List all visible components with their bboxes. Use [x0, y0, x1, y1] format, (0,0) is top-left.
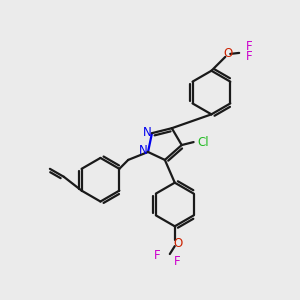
- Text: F: F: [154, 248, 160, 262]
- Text: N: N: [143, 126, 152, 139]
- Text: O: O: [173, 237, 182, 250]
- Text: F: F: [246, 50, 252, 63]
- Text: O: O: [224, 47, 233, 60]
- Text: N: N: [139, 145, 147, 158]
- Text: Cl: Cl: [198, 136, 209, 148]
- Text: F: F: [246, 40, 252, 53]
- Text: F: F: [173, 256, 180, 268]
